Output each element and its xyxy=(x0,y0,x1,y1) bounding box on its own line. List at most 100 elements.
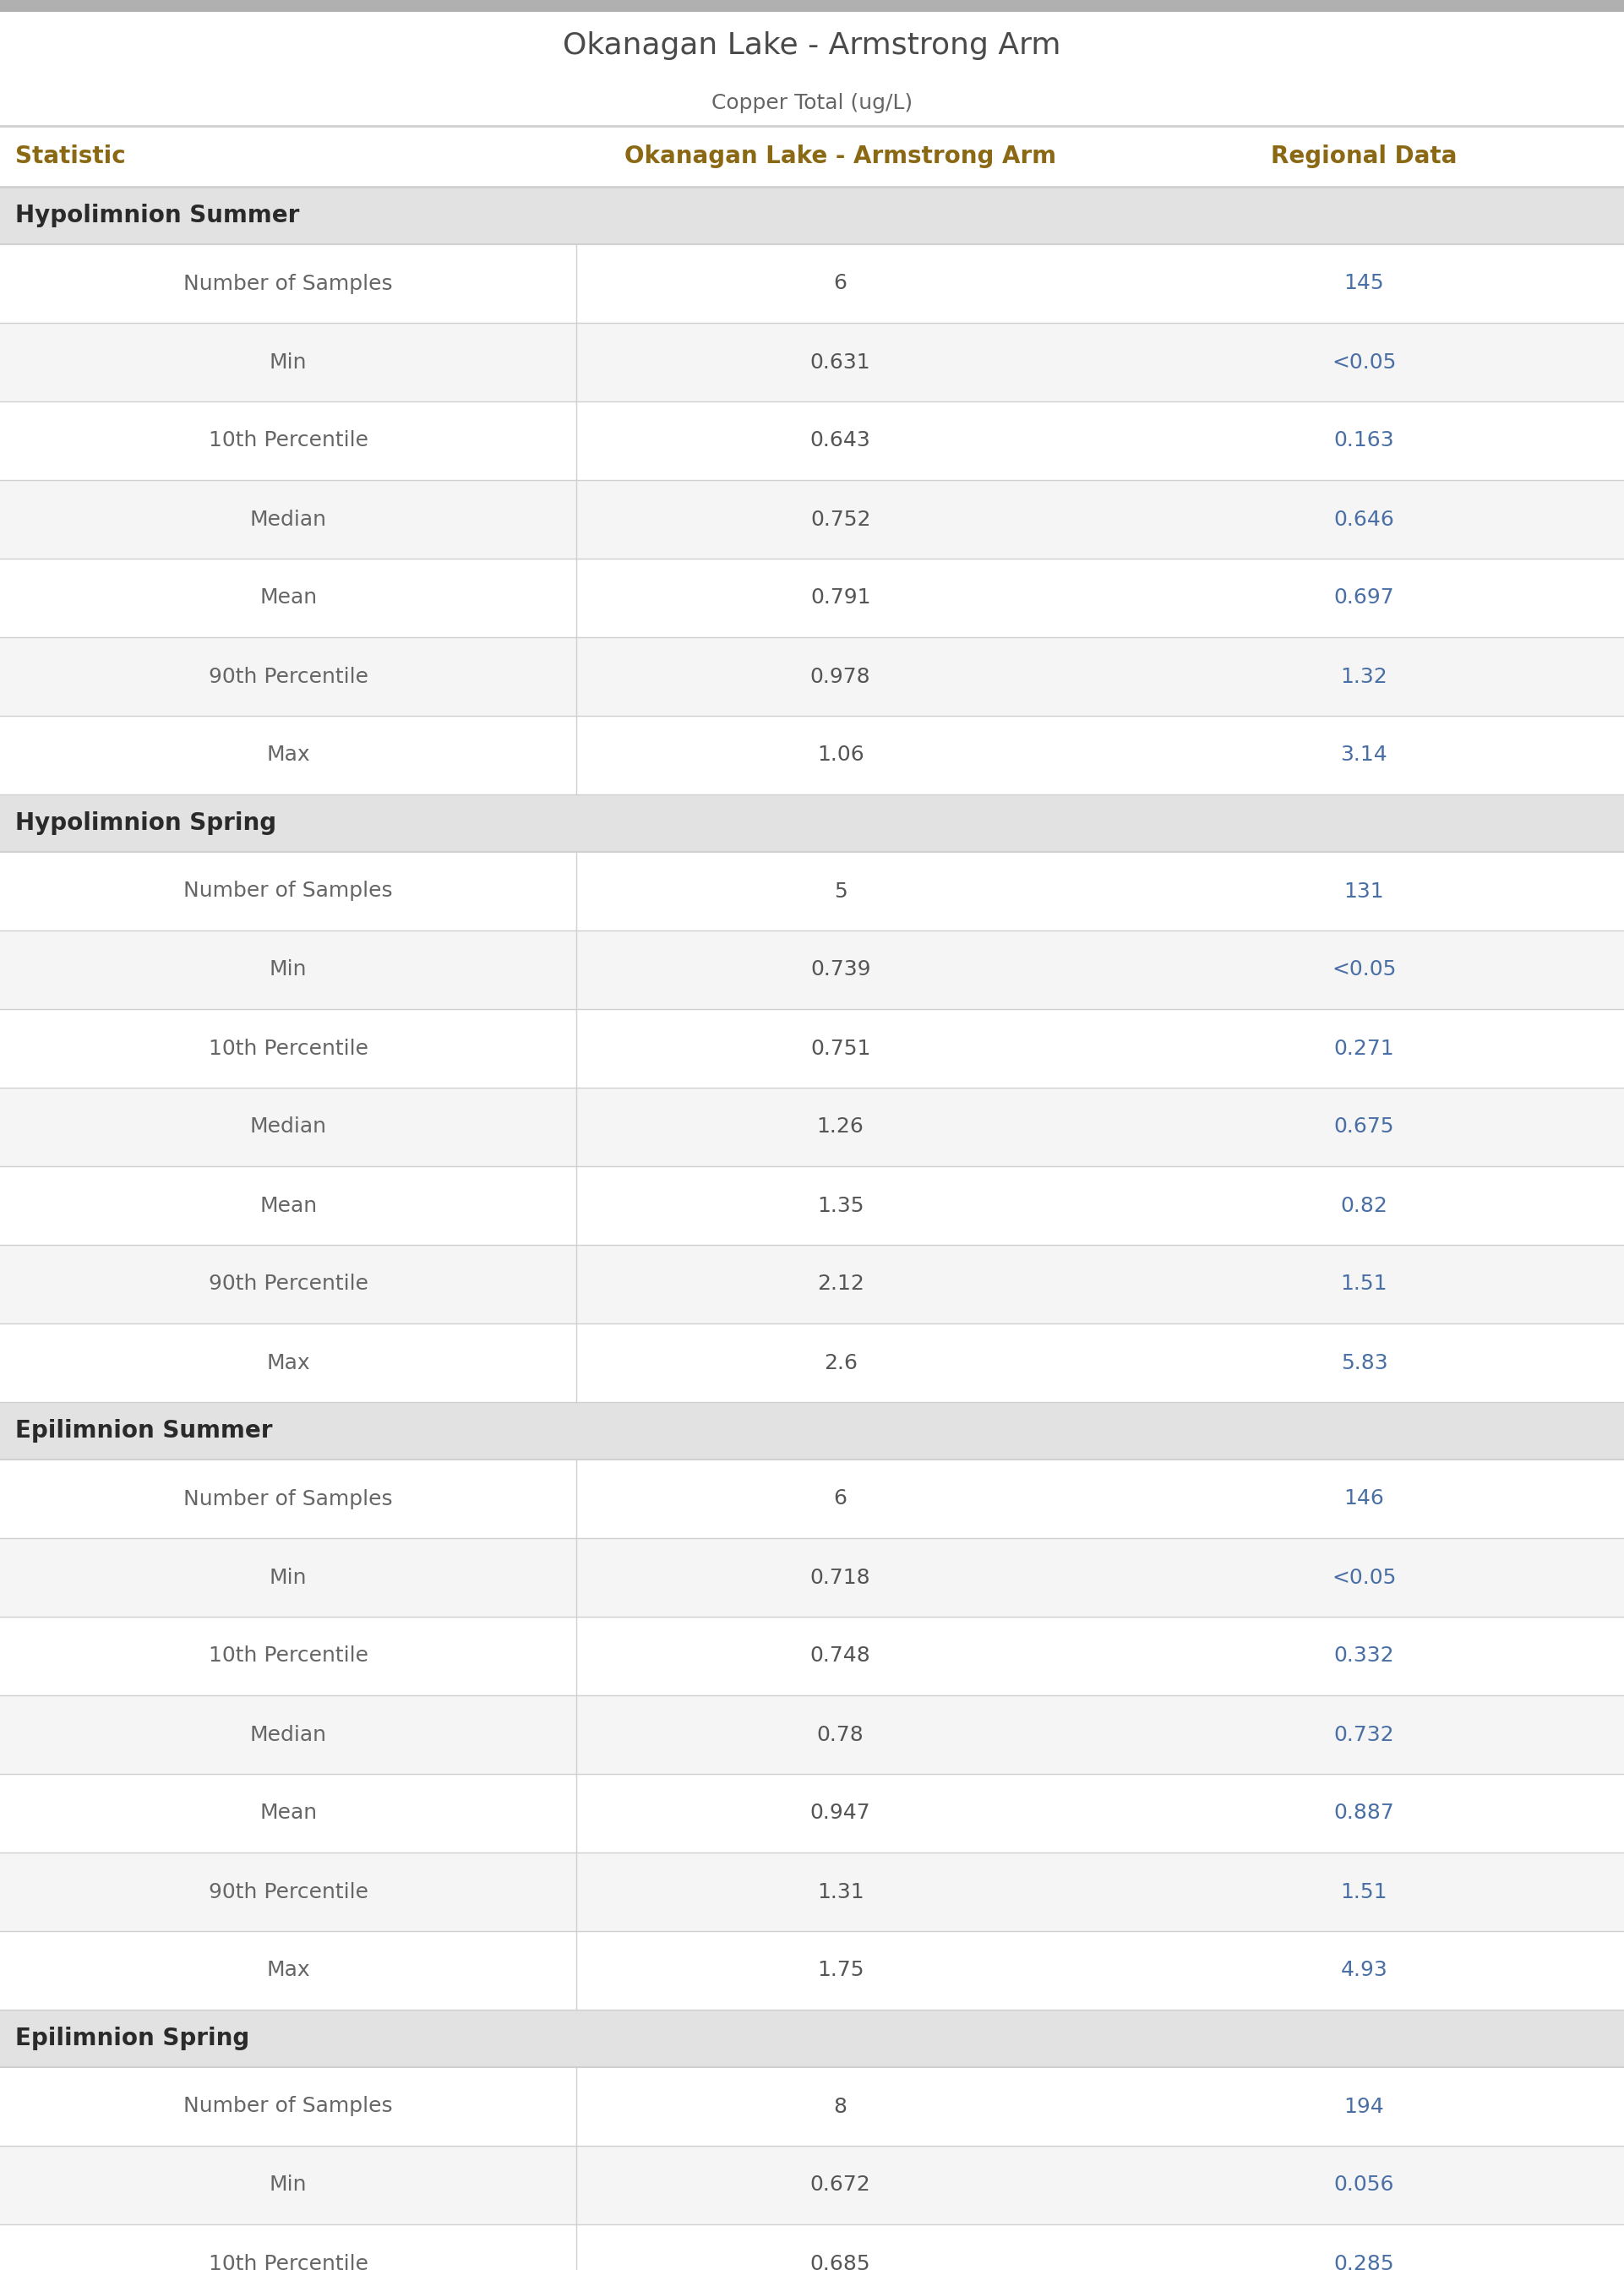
Bar xyxy=(0,1323,1624,1403)
Bar xyxy=(0,851,1624,931)
Text: 5.83: 5.83 xyxy=(1341,1353,1387,1373)
Bar xyxy=(0,2225,1624,2270)
Text: 0.332: 0.332 xyxy=(1333,1646,1395,1666)
Text: 0.271: 0.271 xyxy=(1333,1037,1395,1058)
Text: 0.752: 0.752 xyxy=(810,508,870,529)
Text: Epilimnion Spring: Epilimnion Spring xyxy=(15,2027,250,2050)
Text: 1.51: 1.51 xyxy=(1341,1273,1387,1294)
Text: <0.05: <0.05 xyxy=(1332,352,1397,372)
Text: Max: Max xyxy=(266,745,310,765)
Text: 1.32: 1.32 xyxy=(1340,667,1389,686)
Text: 146: 146 xyxy=(1345,1489,1384,1510)
Text: Median: Median xyxy=(250,1725,326,1746)
Text: Mean: Mean xyxy=(260,1802,317,1823)
Text: 4.93: 4.93 xyxy=(1340,1961,1389,1979)
Text: Median: Median xyxy=(250,508,326,529)
Text: 10th Percentile: 10th Percentile xyxy=(208,1646,369,1666)
Bar xyxy=(0,79,1624,125)
Text: Mean: Mean xyxy=(260,588,317,608)
Text: Regional Data: Regional Data xyxy=(1272,145,1457,168)
Text: 0.732: 0.732 xyxy=(1333,1725,1395,1746)
Text: 0.643: 0.643 xyxy=(810,431,870,452)
Text: <0.05: <0.05 xyxy=(1332,960,1397,981)
Bar xyxy=(0,1087,1624,1167)
Bar xyxy=(0,794,1624,851)
Text: 1.75: 1.75 xyxy=(817,1961,864,1979)
Text: 0.82: 0.82 xyxy=(1340,1196,1389,1217)
Bar xyxy=(0,245,1624,322)
Text: 8: 8 xyxy=(833,2095,848,2116)
Text: Number of Samples: Number of Samples xyxy=(184,1489,393,1510)
Text: Max: Max xyxy=(266,1961,310,1979)
Bar xyxy=(0,1616,1624,1696)
Bar xyxy=(0,125,1624,186)
Text: Number of Samples: Number of Samples xyxy=(184,272,393,293)
Text: 0.751: 0.751 xyxy=(810,1037,870,1058)
Text: 5: 5 xyxy=(833,881,848,901)
Bar xyxy=(0,1244,1624,1323)
Text: 0.685: 0.685 xyxy=(810,2254,870,2270)
Text: 0.748: 0.748 xyxy=(810,1646,870,1666)
Text: 1.31: 1.31 xyxy=(817,1882,864,1902)
Text: 10th Percentile: 10th Percentile xyxy=(208,2254,369,2270)
Text: 145: 145 xyxy=(1345,272,1384,293)
Text: 0.791: 0.791 xyxy=(810,588,870,608)
Text: Number of Samples: Number of Samples xyxy=(184,881,393,901)
Text: 0.978: 0.978 xyxy=(810,667,870,686)
Bar xyxy=(0,2009,1624,2068)
Text: Hypolimnion Spring: Hypolimnion Spring xyxy=(15,810,276,835)
Bar xyxy=(0,1852,1624,1932)
Text: 0.947: 0.947 xyxy=(810,1802,870,1823)
Text: 0.78: 0.78 xyxy=(817,1725,864,1746)
Text: Copper Total (ug/L): Copper Total (ug/L) xyxy=(711,93,913,114)
Text: Min: Min xyxy=(270,1566,307,1587)
Bar xyxy=(0,1773,1624,1852)
Text: Median: Median xyxy=(250,1117,326,1137)
Text: 90th Percentile: 90th Percentile xyxy=(208,667,369,686)
Bar xyxy=(0,11,1624,79)
Bar xyxy=(0,479,1624,558)
Bar xyxy=(0,1403,1624,1460)
Text: 0.285: 0.285 xyxy=(1333,2254,1395,2270)
Text: <0.05: <0.05 xyxy=(1332,1566,1397,1587)
Bar xyxy=(0,1167,1624,1244)
Text: Min: Min xyxy=(270,960,307,981)
Text: 131: 131 xyxy=(1345,881,1384,901)
Text: Number of Samples: Number of Samples xyxy=(184,2095,393,2116)
Text: 0.697: 0.697 xyxy=(1333,588,1395,608)
Bar xyxy=(0,1932,1624,2009)
Bar xyxy=(0,0,1624,11)
Bar xyxy=(0,402,1624,479)
Bar xyxy=(0,638,1624,715)
Bar xyxy=(0,1460,1624,1539)
Text: Hypolimnion Summer: Hypolimnion Summer xyxy=(15,204,299,227)
Text: 10th Percentile: 10th Percentile xyxy=(208,1037,369,1058)
Text: 2.12: 2.12 xyxy=(817,1273,864,1294)
Text: 1.06: 1.06 xyxy=(817,745,864,765)
Text: 0.887: 0.887 xyxy=(1333,1802,1395,1823)
Text: 90th Percentile: 90th Percentile xyxy=(208,1273,369,1294)
Bar xyxy=(0,2145,1624,2225)
Text: 6: 6 xyxy=(833,1489,848,1510)
Bar xyxy=(0,558,1624,638)
Text: 10th Percentile: 10th Percentile xyxy=(208,431,369,452)
Text: 0.056: 0.056 xyxy=(1333,2175,1395,2195)
Text: 3.14: 3.14 xyxy=(1340,745,1389,765)
Text: 6: 6 xyxy=(833,272,848,293)
Bar xyxy=(0,1010,1624,1087)
Text: 0.672: 0.672 xyxy=(810,2175,870,2195)
Text: Statistic: Statistic xyxy=(15,145,125,168)
Text: 1.35: 1.35 xyxy=(817,1196,864,1217)
Text: 0.631: 0.631 xyxy=(810,352,870,372)
Text: 1.51: 1.51 xyxy=(1341,1882,1387,1902)
Bar xyxy=(0,322,1624,402)
Text: 0.646: 0.646 xyxy=(1333,508,1395,529)
Text: Min: Min xyxy=(270,2175,307,2195)
Text: Max: Max xyxy=(266,1353,310,1373)
Text: 0.675: 0.675 xyxy=(1333,1117,1395,1137)
Text: 0.718: 0.718 xyxy=(810,1566,870,1587)
Text: Epilimnion Summer: Epilimnion Summer xyxy=(15,1419,273,1444)
Text: Okanagan Lake - Armstrong Arm: Okanagan Lake - Armstrong Arm xyxy=(564,32,1060,59)
Text: Min: Min xyxy=(270,352,307,372)
Bar xyxy=(0,1539,1624,1616)
